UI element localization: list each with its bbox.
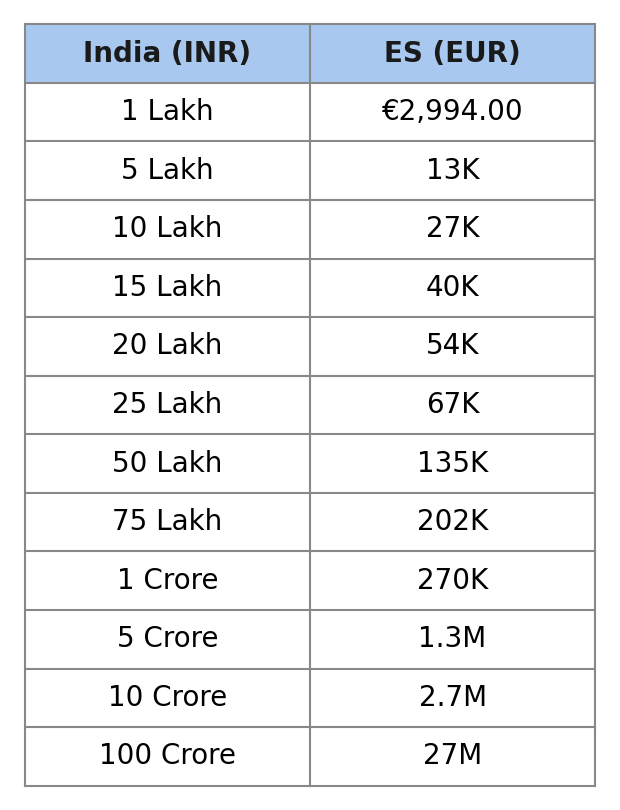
- Bar: [25, 258, 310, 318]
- Bar: [310, 376, 595, 434]
- Text: 10 Lakh: 10 Lakh: [112, 215, 223, 243]
- Bar: [310, 552, 595, 610]
- Bar: [25, 142, 310, 200]
- Bar: [310, 200, 595, 258]
- Text: 20 Lakh: 20 Lakh: [112, 332, 223, 360]
- Text: India (INR): India (INR): [83, 40, 252, 67]
- Text: 50 Lakh: 50 Lakh: [112, 450, 223, 478]
- Text: 1 Lakh: 1 Lakh: [121, 98, 214, 126]
- Text: 202K: 202K: [417, 508, 488, 536]
- Text: 5 Lakh: 5 Lakh: [121, 156, 214, 185]
- Bar: [310, 258, 595, 318]
- Text: 5 Crore: 5 Crore: [117, 625, 218, 654]
- Text: 270K: 270K: [417, 567, 488, 595]
- Bar: [310, 142, 595, 200]
- Text: 67K: 67K: [426, 391, 479, 419]
- Text: ES (EUR): ES (EUR): [384, 40, 521, 67]
- Bar: [25, 434, 310, 492]
- Bar: [310, 434, 595, 492]
- Text: 100 Crore: 100 Crore: [99, 743, 236, 770]
- Text: 1.3M: 1.3M: [418, 625, 487, 654]
- Bar: [25, 83, 310, 142]
- Bar: [25, 610, 310, 668]
- Bar: [25, 727, 310, 786]
- Text: 27M: 27M: [423, 743, 482, 770]
- Bar: [310, 492, 595, 552]
- Text: €2,994.00: €2,994.00: [382, 98, 523, 126]
- Text: 15 Lakh: 15 Lakh: [112, 274, 223, 302]
- Text: 2.7M: 2.7M: [418, 684, 487, 712]
- Bar: [25, 24, 310, 83]
- Text: 1 Crore: 1 Crore: [117, 567, 218, 595]
- Bar: [310, 318, 595, 376]
- Bar: [25, 492, 310, 552]
- Bar: [25, 200, 310, 258]
- Bar: [25, 668, 310, 727]
- Bar: [25, 318, 310, 376]
- Text: 10 Crore: 10 Crore: [108, 684, 227, 712]
- Bar: [25, 376, 310, 434]
- Text: 27K: 27K: [426, 215, 479, 243]
- Bar: [310, 610, 595, 668]
- Text: 25 Lakh: 25 Lakh: [112, 391, 223, 419]
- Bar: [310, 24, 595, 83]
- Text: 54K: 54K: [426, 332, 479, 360]
- Text: 75 Lakh: 75 Lakh: [112, 508, 223, 536]
- Bar: [310, 727, 595, 786]
- Bar: [310, 83, 595, 142]
- Text: 40K: 40K: [426, 274, 479, 302]
- Bar: [25, 552, 310, 610]
- Bar: [310, 668, 595, 727]
- Text: 135K: 135K: [417, 450, 488, 478]
- Text: 13K: 13K: [426, 156, 479, 185]
